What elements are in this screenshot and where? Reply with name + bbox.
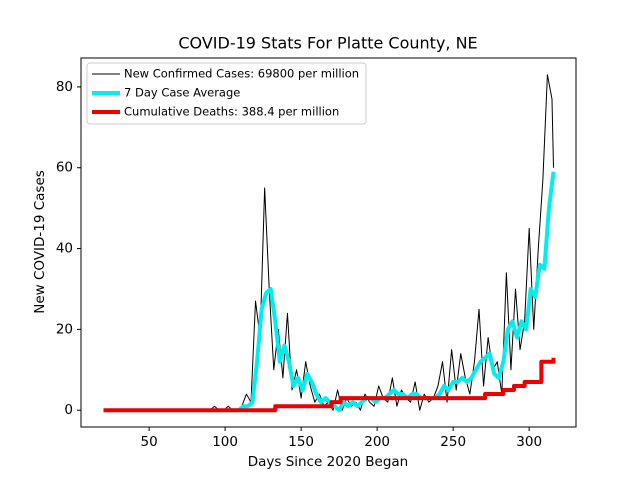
x-tick-label: 50 <box>141 434 158 450</box>
legend-label: 7 Day Case Average <box>124 86 240 100</box>
legend: New Confirmed Cases: 69800 per million 7 … <box>86 62 367 125</box>
legend-box <box>86 62 367 125</box>
y-tick-label: 20 <box>56 321 73 337</box>
x-tick-label: 100 <box>212 434 238 450</box>
x-tick-label: 250 <box>440 434 466 450</box>
y-tick-label: 60 <box>56 160 73 176</box>
chart-title: COVID-19 Stats For Platte County, NE <box>178 34 477 53</box>
x-axis-label: Days Since 2020 Began <box>248 454 409 470</box>
y-tick-label: 40 <box>56 241 73 257</box>
y-tick-label: 80 <box>56 79 73 95</box>
series-line <box>103 357 556 413</box>
y-axis-label: New COVID-19 Cases <box>32 170 48 314</box>
legend-label: New Confirmed Cases: 69800 per million <box>124 67 359 81</box>
series-line <box>225 171 556 413</box>
y-tick-label: 0 <box>64 402 73 418</box>
x-tick-label: 200 <box>364 434 390 450</box>
x-tick-label: 300 <box>516 434 542 450</box>
x-tick-label: 150 <box>288 434 314 450</box>
legend-label: Cumulative Deaths: 388.4 per million <box>124 105 339 119</box>
plot-frame <box>80 57 577 428</box>
